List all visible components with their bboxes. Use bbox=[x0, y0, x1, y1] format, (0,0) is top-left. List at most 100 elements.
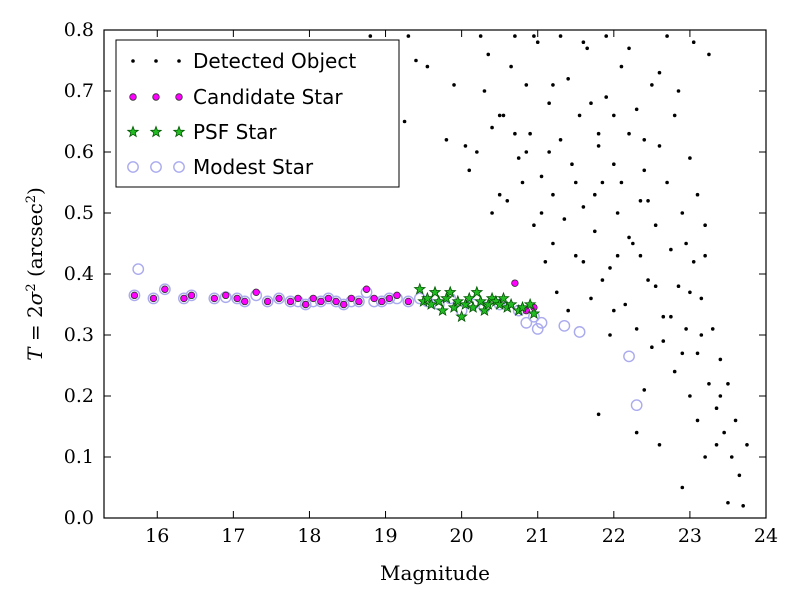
data-point-modest-star bbox=[558, 319, 571, 332]
data-point-detected-object bbox=[501, 113, 506, 118]
data-point-detected-object bbox=[726, 500, 730, 505]
data-point-detected-object bbox=[703, 223, 707, 227]
legend-marker-candidate-star bbox=[129, 93, 137, 101]
data-point-detected-object bbox=[513, 34, 517, 38]
data-point-modest-star bbox=[314, 295, 327, 308]
data-point-detected-object bbox=[566, 77, 570, 81]
data-point-psf-star bbox=[447, 300, 461, 313]
data-point-detected-object bbox=[646, 199, 650, 203]
data-point-detected-object bbox=[551, 192, 555, 197]
data-point-candidate-star bbox=[241, 297, 249, 306]
data-point-modest-star bbox=[238, 295, 251, 308]
data-point-detected-object bbox=[558, 34, 563, 38]
data-point-detected-object bbox=[566, 308, 570, 313]
data-point-detected-object bbox=[414, 58, 418, 63]
data-point-psf-star bbox=[470, 285, 484, 298]
data-point-detected-object bbox=[642, 168, 647, 173]
x-tick-label: 24 bbox=[754, 525, 778, 547]
data-point-detected-object bbox=[733, 418, 738, 423]
legend-label-psf-star: PSF Star bbox=[193, 120, 277, 144]
data-point-detected-object bbox=[463, 144, 468, 148]
data-point-candidate-star bbox=[149, 294, 158, 303]
data-point-modest-star bbox=[208, 292, 221, 305]
data-point-psf-star bbox=[504, 297, 518, 310]
data-point-detected-object bbox=[547, 150, 551, 154]
data-point-detected-object bbox=[478, 34, 483, 38]
data-point-detected-object bbox=[608, 266, 612, 270]
legend-marker-psf-star bbox=[172, 125, 186, 138]
data-point-detected-object bbox=[669, 314, 673, 319]
data-point-detected-object bbox=[475, 150, 479, 154]
x-tick-label: 21 bbox=[526, 525, 550, 547]
data-point-detected-object bbox=[672, 369, 677, 374]
data-point-detected-object bbox=[699, 333, 704, 337]
y-tick-label: 0.8 bbox=[64, 19, 94, 41]
data-point-detected-object bbox=[729, 455, 734, 459]
data-point-detected-object bbox=[684, 241, 688, 246]
data-point-detected-object bbox=[737, 473, 742, 478]
data-point-psf-star bbox=[413, 282, 427, 295]
data-point-detected-object bbox=[406, 34, 411, 38]
data-point-detected-object bbox=[619, 64, 624, 69]
data-point-psf-star bbox=[451, 294, 465, 307]
data-point-detected-object bbox=[592, 192, 597, 197]
data-point-detected-object bbox=[745, 443, 749, 447]
data-point-candidate-star bbox=[180, 294, 188, 303]
data-point-detected-object bbox=[554, 290, 559, 295]
data-point-detected-object bbox=[596, 144, 601, 148]
data-point-modest-star bbox=[520, 316, 533, 329]
y-tick-label: 0.7 bbox=[64, 80, 94, 102]
legend-marker-candidate-star bbox=[152, 93, 160, 101]
data-point-modest-star bbox=[623, 350, 635, 363]
y-tick-label: 0.1 bbox=[64, 446, 94, 468]
data-point-detected-object bbox=[551, 241, 555, 246]
data-point-detected-object bbox=[497, 192, 502, 197]
data-point-detected-object bbox=[688, 290, 692, 295]
data-point-modest-star bbox=[128, 289, 141, 302]
data-point-candidate-star bbox=[161, 285, 169, 293]
data-point-psf-star bbox=[440, 291, 453, 304]
data-point-modest-star bbox=[299, 298, 312, 311]
data-point-detected-object bbox=[653, 284, 658, 289]
data-point-detected-object bbox=[539, 174, 544, 179]
data-point-detected-object bbox=[581, 260, 586, 264]
data-point-detected-object bbox=[661, 339, 666, 343]
data-point-candidate-star bbox=[301, 300, 310, 309]
data-point-detected-object bbox=[581, 205, 586, 209]
data-point-modest-star bbox=[284, 295, 297, 308]
data-point-detected-object bbox=[695, 351, 700, 356]
data-point-detected-object bbox=[695, 418, 700, 423]
x-tick-label: 23 bbox=[678, 525, 702, 547]
data-point-candidate-star bbox=[378, 297, 386, 306]
data-point-candidate-star bbox=[362, 285, 371, 293]
data-point-detected-object bbox=[535, 40, 540, 44]
data-point-detected-object bbox=[600, 278, 605, 282]
data-point-modest-star bbox=[402, 295, 415, 308]
y-tick-label: 0.5 bbox=[64, 202, 94, 224]
data-point-detected-object bbox=[585, 46, 589, 51]
legend-marker-modest-star bbox=[173, 161, 185, 173]
x-axis-label: Magnitude bbox=[380, 561, 490, 585]
data-point-psf-star bbox=[497, 291, 510, 304]
data-point-detected-object bbox=[703, 253, 707, 258]
data-point-detected-object bbox=[642, 388, 647, 392]
data-point-detected-object bbox=[612, 162, 616, 166]
data-point-candidate-star bbox=[393, 291, 401, 300]
data-point-modest-star bbox=[158, 283, 171, 296]
data-point-psf-star bbox=[424, 297, 438, 310]
x-tick-label: 18 bbox=[297, 525, 321, 547]
data-point-detected-object bbox=[524, 150, 529, 154]
y-tick-label: 0.6 bbox=[64, 141, 94, 163]
data-point-detected-object bbox=[638, 199, 643, 203]
data-point-modest-star bbox=[535, 316, 548, 329]
data-point-detected-object bbox=[680, 211, 685, 215]
data-point-detected-object bbox=[665, 180, 669, 185]
data-point-detected-object bbox=[627, 235, 631, 240]
x-tick-label: 17 bbox=[221, 525, 245, 547]
data-point-candidate-star bbox=[370, 294, 378, 303]
data-point-detected-object bbox=[368, 34, 373, 38]
data-point-detected-object bbox=[657, 70, 662, 75]
data-point-psf-star bbox=[493, 297, 507, 310]
data-point-detected-object bbox=[619, 180, 624, 185]
data-point-detected-object bbox=[562, 217, 567, 221]
